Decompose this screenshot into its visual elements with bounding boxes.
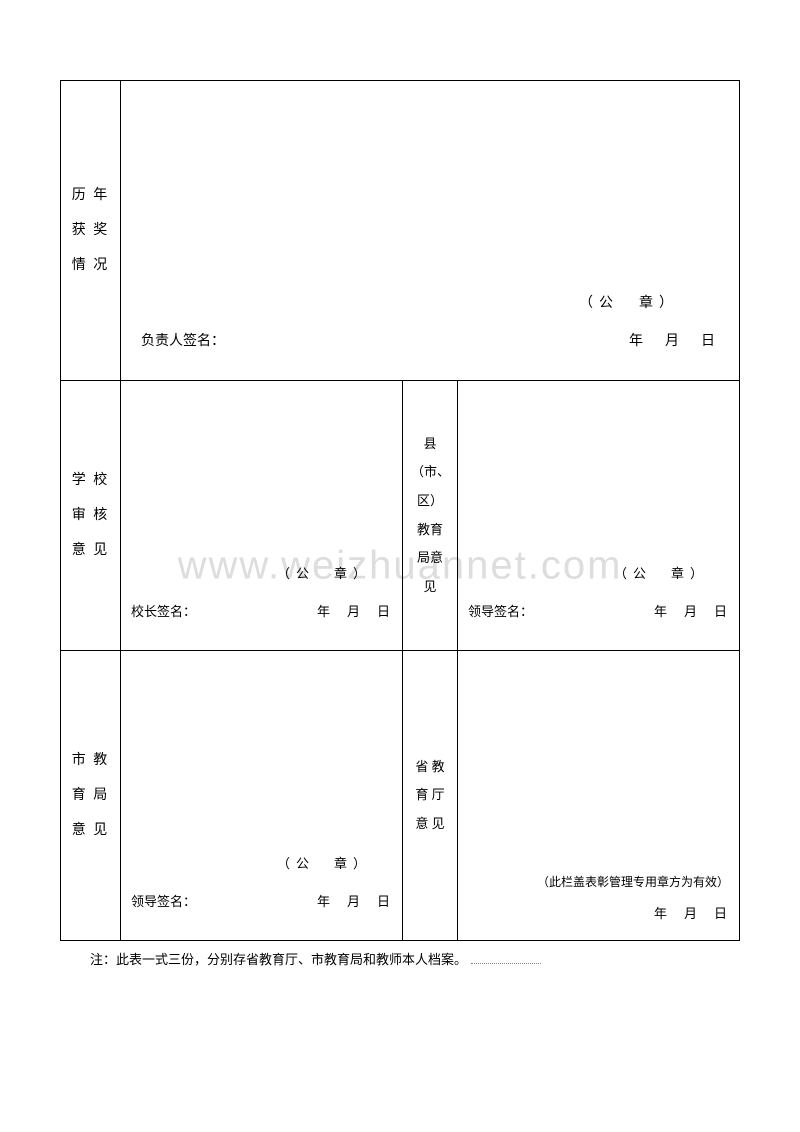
province-content: （此栏盖表彰管理专用章方为有效） 年 月 日 <box>458 651 740 941</box>
awards-date: 年 月 日 <box>629 330 719 350</box>
province-label: 省 教 育 厅 意 见 <box>403 651 458 941</box>
school-content: （公 章） 校长签名： 年 月 日 <box>121 381 403 651</box>
city-label: 市 教 育 局 意 见 <box>61 651 121 941</box>
awards-signature: 负责人签名： <box>141 330 225 350</box>
city-signature: 领导签名： <box>131 891 196 910</box>
county-date: 年 月 日 <box>654 601 729 620</box>
awards-label-text: 历 年 获 奖 情 况 <box>69 178 112 283</box>
city-date: 年 月 日 <box>317 891 392 910</box>
city-seal: （公 章） <box>277 853 372 872</box>
footer-note: 注：此表一式三份，分别存省教育厅、市教育局和教师本人档案。 <box>60 949 740 968</box>
province-date: 年 月 日 <box>654 903 729 922</box>
footer-underline <box>471 963 541 964</box>
province-note: （此栏盖表彰管理专用章方为有效） <box>537 873 729 890</box>
school-label-text: 学 校 审 核 意 见 <box>69 463 112 568</box>
province-label-text: 省 教 育 厅 意 见 <box>411 753 449 839</box>
county-content: （公 章） 领导签名： 年 月 日 <box>458 381 740 651</box>
school-signature: 校长签名： <box>131 601 196 620</box>
city-label-text: 市 教 育 局 意 见 <box>69 743 112 848</box>
county-signature: 领导签名： <box>468 601 533 620</box>
school-date: 年 月 日 <box>317 601 392 620</box>
county-seal: （公 章） <box>614 563 709 582</box>
awards-label: 历 年 获 奖 情 况 <box>61 81 121 381</box>
county-label: 县（市、区）教育局意见 <box>403 381 458 651</box>
form-table: 历 年 获 奖 情 况 （公 章） 负责人签名： 年 月 日 学 校 审 核 意… <box>60 80 740 941</box>
awards-seal: （公 章） <box>579 292 679 312</box>
awards-content: （公 章） 负责人签名： 年 月 日 <box>121 81 740 381</box>
school-label: 学 校 审 核 意 见 <box>61 381 121 651</box>
footer-text: 注：此表一式三份，分别存省教育厅、市教育局和教师本人档案。 <box>90 952 467 967</box>
school-seal: （公 章） <box>277 563 372 582</box>
city-content: （公 章） 领导签名： 年 月 日 <box>121 651 403 941</box>
county-label-text: 县（市、区）教育局意见 <box>411 430 449 602</box>
